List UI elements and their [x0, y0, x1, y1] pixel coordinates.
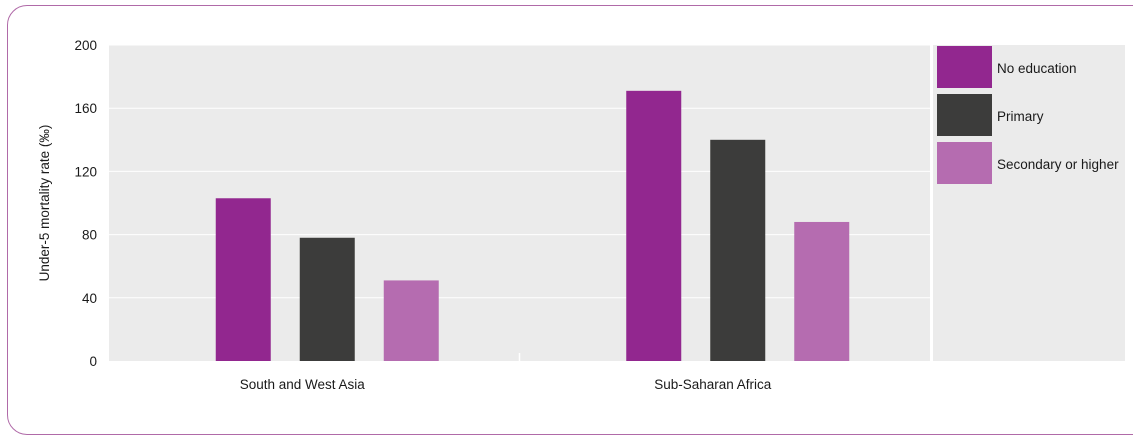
bar: [383, 280, 439, 361]
legend-label: Primary: [997, 109, 1044, 124]
legend-label: Secondary or higher: [997, 157, 1119, 172]
bar: [299, 237, 355, 361]
legend-label: No education: [997, 61, 1077, 76]
bar: [626, 90, 682, 361]
bar: [215, 198, 271, 361]
y-tick-label: 200: [74, 38, 97, 53]
chart: 0 40 80 120 160 200 South and West Asia Sub-Sa…: [37, 38, 1125, 392]
bar: [710, 139, 766, 361]
y-tick-label: 40: [82, 291, 97, 306]
x-tick-label: Sub-Saharan Africa: [654, 377, 772, 392]
y-axis-ticks: 0 40 80 120 160 200: [74, 38, 97, 369]
legend-background: [933, 45, 1125, 361]
bar: [794, 221, 850, 361]
x-axis-ticks: South and West Asia Sub-Saharan Africa: [240, 377, 772, 392]
y-tick-label: 80: [82, 228, 97, 243]
y-tick-label: 0: [89, 354, 97, 369]
x-tick-label: South and West Asia: [240, 377, 366, 392]
legend-swatch: [937, 46, 992, 88]
y-tick-label: 160: [74, 101, 97, 116]
legend-swatch: [937, 94, 992, 136]
legend-swatch: [937, 142, 992, 184]
y-tick-label: 120: [74, 164, 97, 179]
legend: No education Primary Secondary or higher: [937, 46, 1119, 184]
y-axis-title: Under-5 mortality rate (‰): [37, 125, 52, 282]
bars: [215, 90, 850, 361]
